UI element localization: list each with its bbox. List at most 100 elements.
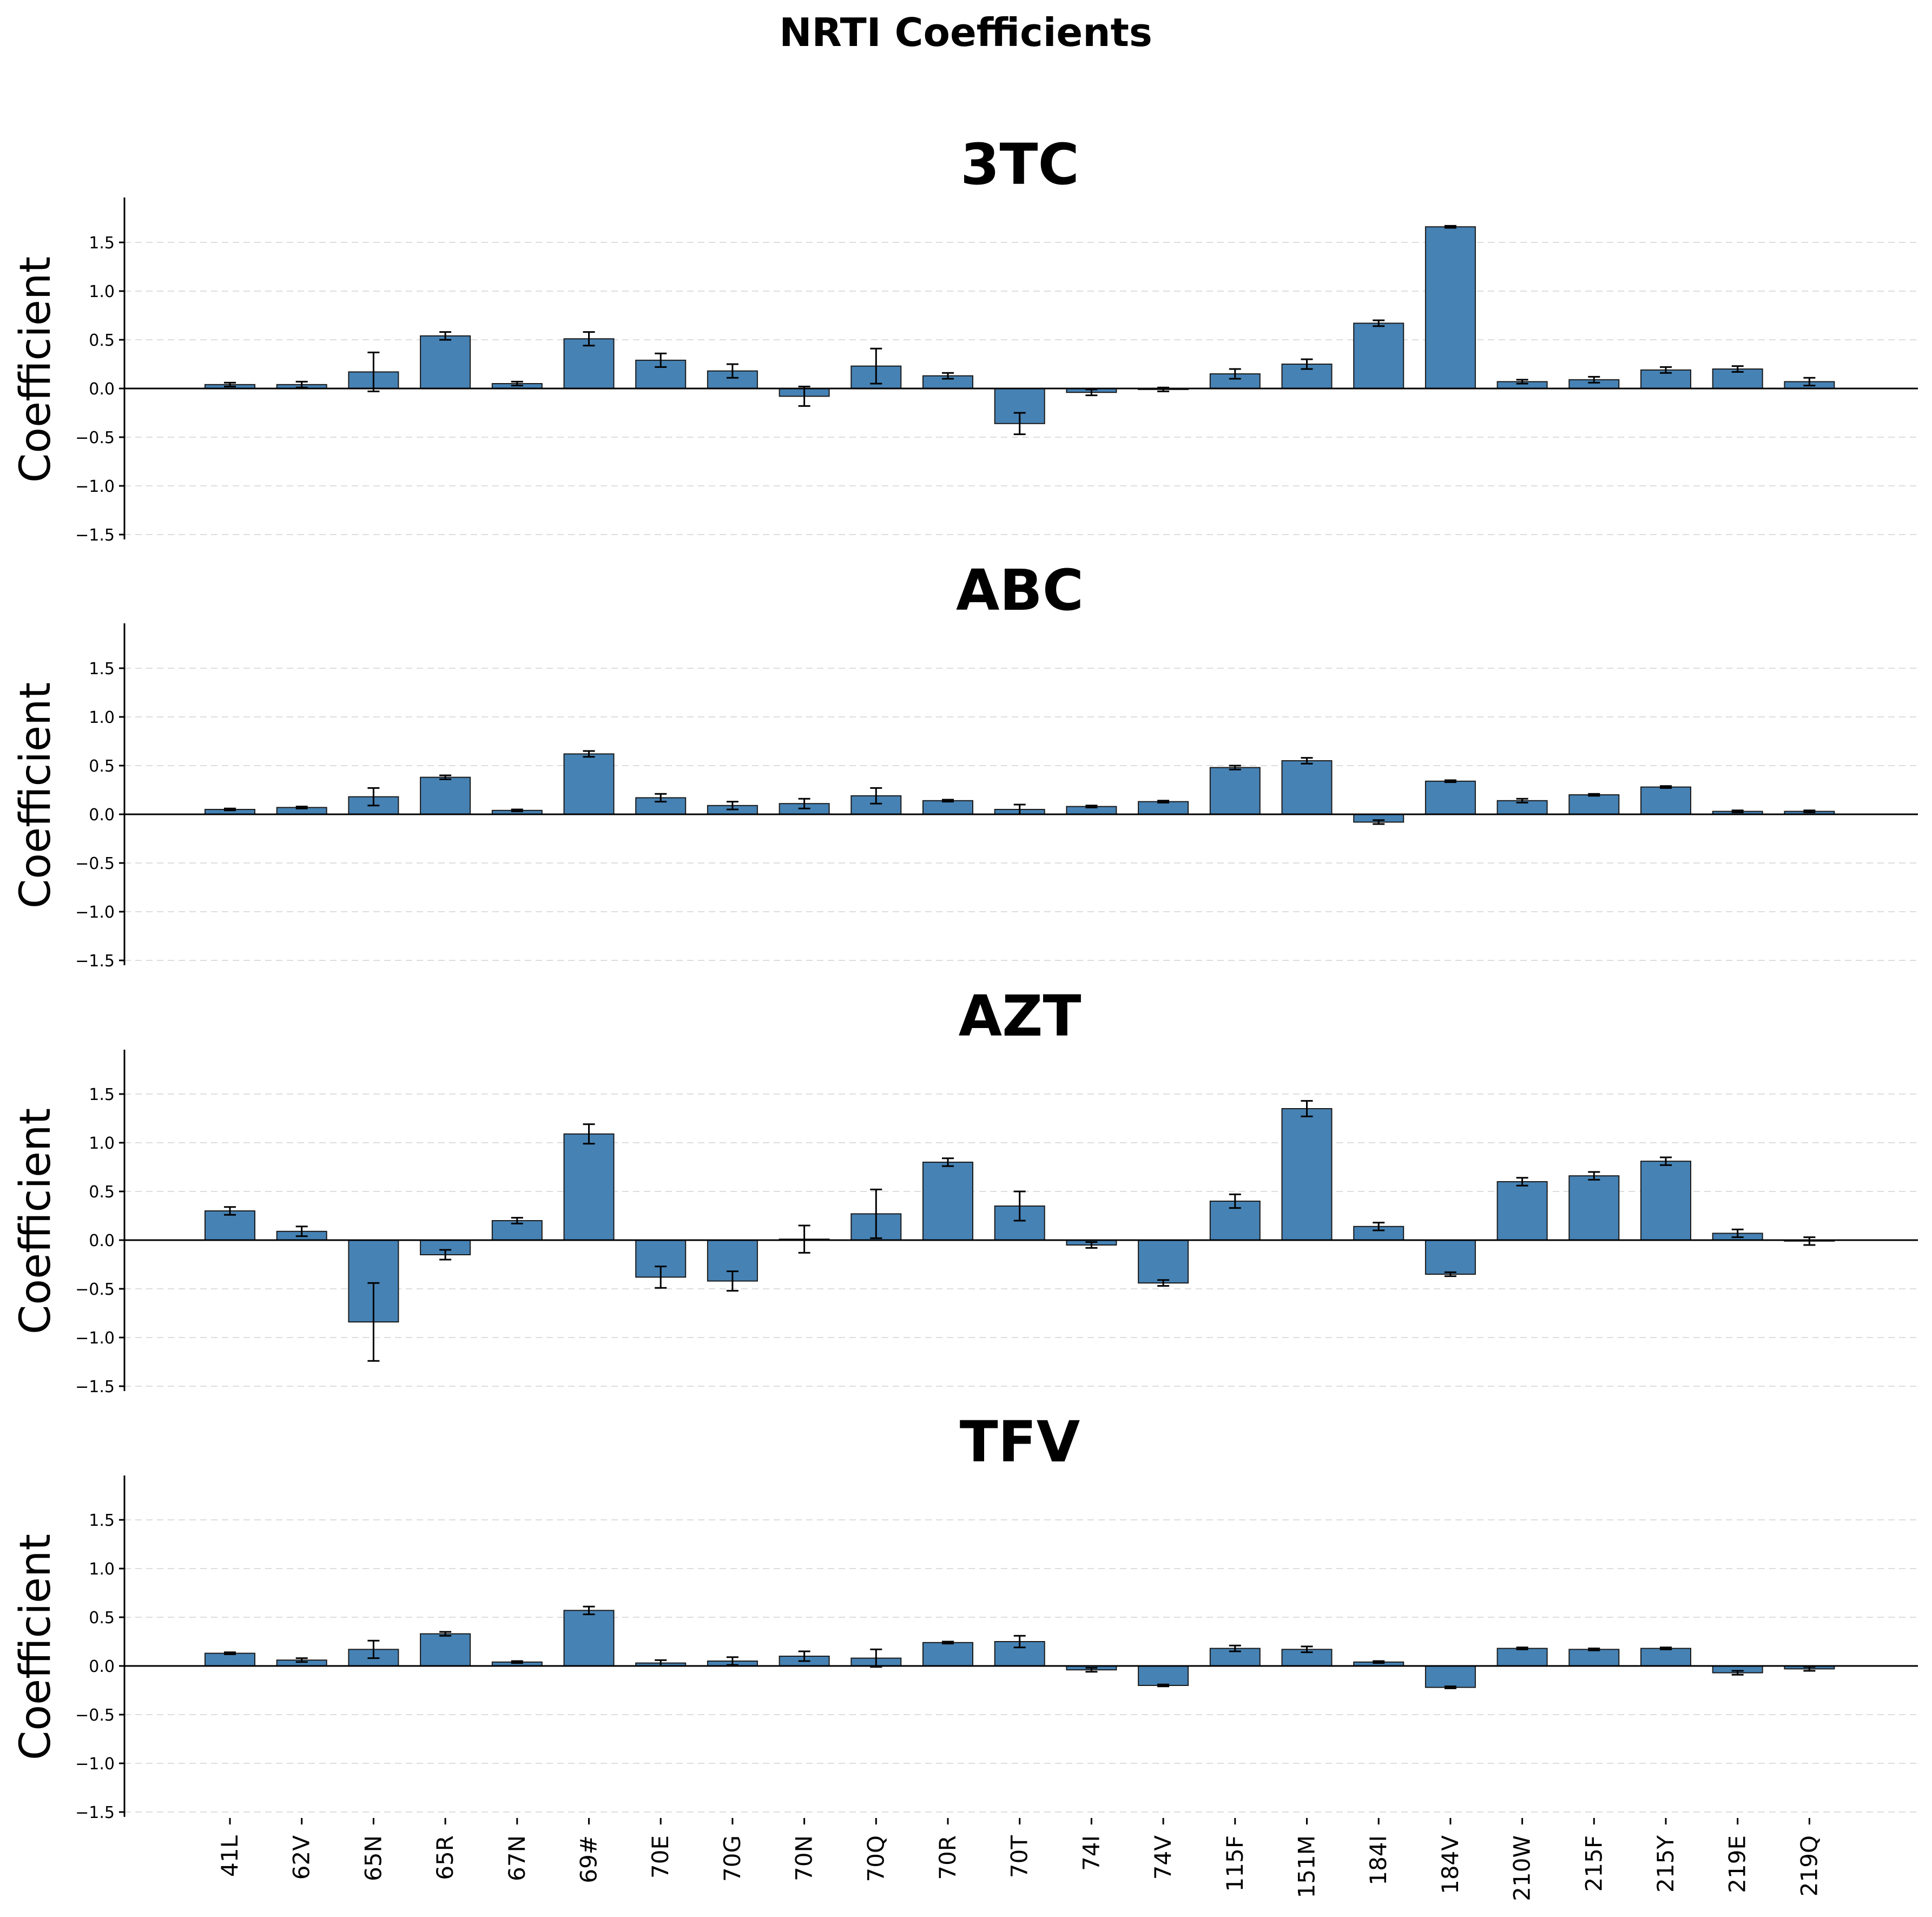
x-tick-label: 65R [432,1835,458,1880]
error-bar-219E [1731,1670,1744,1676]
error-bar-210W [1516,798,1528,803]
error-bar-70Q [870,347,882,385]
y-tick-label: 0.0 [89,380,115,399]
x-tick-label: 70Q [862,1835,889,1882]
error-bar-219Q [1803,809,1816,813]
y-tick-label: −0.5 [75,1280,115,1299]
y-axis-label: Coefficient [11,682,60,908]
bar-215F [1568,1649,1620,1666]
y-tick-label: 0.0 [89,1231,115,1250]
error-bar-151M [1301,358,1313,370]
y-tick-label: 0.5 [89,1183,115,1202]
x-tick-label: 215F [1580,1835,1607,1892]
error-bar-210W [1516,1646,1528,1650]
error-bar-219Q [1803,377,1816,387]
error-bar-74I [1085,805,1098,808]
x-tick-label: 70T [1006,1835,1033,1878]
error-bar-41L [224,807,236,812]
y-tick-label: 1.0 [89,1134,115,1153]
bar-74V [1138,1665,1189,1686]
bar-184V [1425,780,1476,815]
x-tick-label: 65N [360,1835,386,1881]
error-bar-74V [1157,800,1170,803]
panel-3tc: 3TC Coefficient 1.5 1.0 0.5 0.0 −0.5 −1.0 −1.5 [11,131,1918,545]
bar-70R [922,1162,973,1241]
error-bar-70N [798,1224,810,1254]
bar-210W [1496,1648,1548,1667]
bar-41L [205,1652,255,1667]
bar-115F [1209,767,1261,815]
error-bar-70Q [870,1188,882,1239]
error-bar-70R [942,799,954,803]
error-bar-70R [942,372,954,380]
y-tick-label: −1.0 [75,1329,115,1348]
error-bar-215Y [1660,1646,1672,1650]
x-tick-label: 74V [1150,1835,1176,1880]
x-tick-label: 67N [504,1835,530,1881]
error-bar-62V [295,1226,308,1237]
error-bar-70G [726,801,738,811]
error-bar-215F [1588,1171,1600,1181]
error-bar-70T [1013,1635,1026,1649]
error-bar-184V [1444,225,1456,229]
error-bar-70E [655,1659,667,1667]
x-tick-label: 70N [791,1835,817,1881]
error-bar-70N [798,385,810,407]
y-axis-label: Coefficient [11,256,60,483]
error-bar-67N [511,808,523,813]
error-bar-70N [798,1650,810,1662]
bar-65R [420,1633,471,1667]
error-bar-70G [726,363,738,379]
error-bar-69# [583,750,595,758]
y-tick-label: 0.5 [89,1609,115,1628]
bar-215F [1568,794,1620,815]
y-tick-label: 1.0 [89,282,115,301]
bar-74V [1138,1240,1189,1284]
x-tick-label: 215Y [1652,1835,1679,1893]
x-tick-label: 62V [288,1835,315,1880]
error-bar-62V [295,1657,308,1663]
error-bar-151M [1301,757,1313,765]
error-bar-65R [439,1249,452,1261]
error-bar-65N [367,351,380,392]
y-tick-label: −1.0 [75,1755,115,1774]
error-bar-184V [1444,1271,1456,1277]
x-tick-label: 41L [216,1835,243,1876]
y-tick-label: 0.0 [89,1657,115,1676]
error-bar-219E [1731,809,1744,813]
x-tick-label: 115F [1222,1835,1248,1892]
error-bar-69# [583,331,595,347]
error-bar-62V [295,806,308,809]
bar-151M [1281,1108,1333,1241]
error-bar-70G [726,1656,738,1666]
error-bar-215Y [1660,1156,1672,1166]
error-bar-74I [1085,1667,1098,1673]
x-tick-label: 184V [1437,1835,1463,1894]
error-bar-215Y [1660,785,1672,789]
y-tick-label: 1.5 [89,234,115,253]
x-tick-label: 69# [576,1835,602,1883]
bar-215Y [1640,786,1691,815]
x-tick-label: 70R [934,1835,961,1880]
bar-69# [563,1133,615,1241]
error-bar-69# [583,1123,595,1145]
y-tick-label: 1.0 [89,708,115,727]
y-tick-label: 1.5 [89,1085,115,1104]
panel-tfv: TFV Coefficient 1.5 1.0 0.5 0.0 −0.5 −1.0 −1.5 [11,1409,1918,1822]
error-bar-184V [1444,1685,1456,1689]
bar-184V [1425,1240,1476,1275]
error-bar-74V [1157,386,1170,392]
error-bar-151M [1301,1100,1313,1117]
error-bar-74I [1085,1241,1098,1249]
error-bar-210W [1516,379,1528,385]
error-bar-70E [655,1266,667,1289]
x-tick-label: 184I [1365,1835,1392,1886]
error-bar-115F [1229,1644,1241,1652]
y-tick-label: −1.0 [75,903,115,922]
error-bar-215F [1588,376,1600,384]
error-bar-219E [1731,1228,1744,1239]
error-bar-115F [1229,1193,1241,1209]
x-tick-label: 219Q [1796,1835,1822,1896]
bar-210W [1496,1181,1548,1241]
